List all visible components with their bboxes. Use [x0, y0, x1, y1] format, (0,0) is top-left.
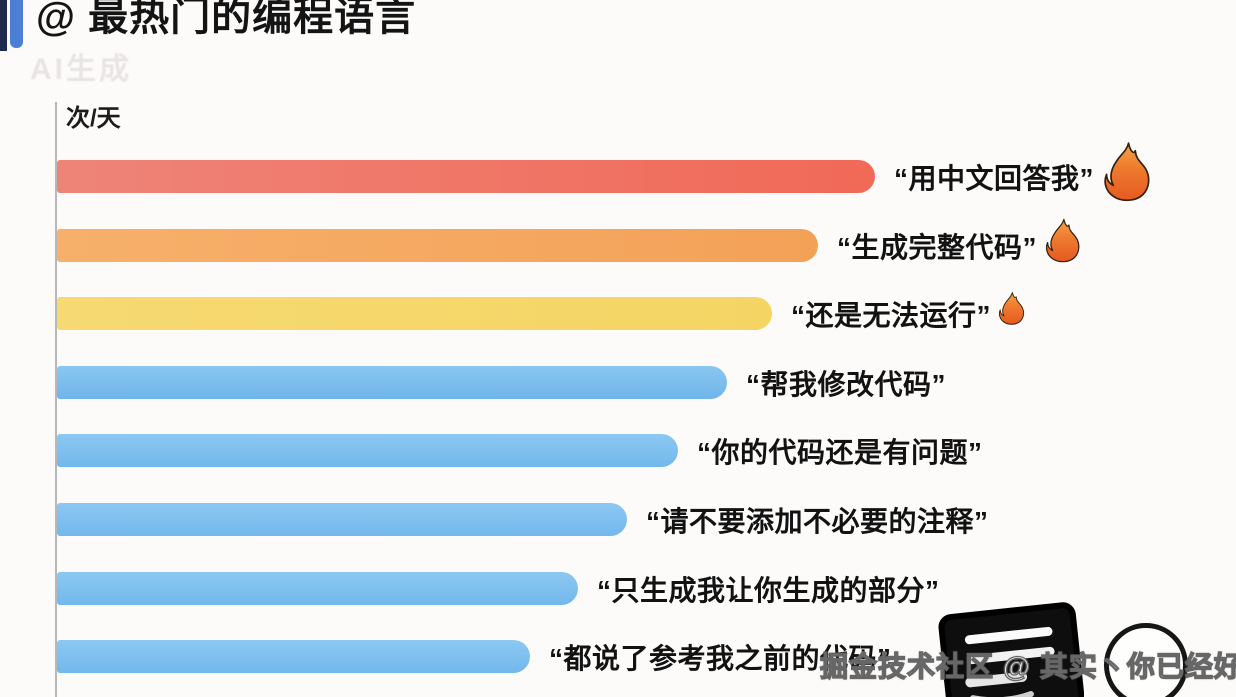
bar	[57, 229, 818, 262]
bar-row: “用中文回答我”	[57, 141, 1153, 201]
title-accent-dark-bar	[0, 0, 7, 51]
bar-row: “都说了参考我之前的代码”	[57, 640, 892, 674]
fire-icon	[1042, 217, 1082, 263]
laptop-screen-doodle-icon	[938, 602, 1084, 697]
bar-label: “帮我修改代码”	[746, 368, 947, 400]
bar	[57, 160, 875, 193]
bar-label: “只生成我让你生成的部分”	[597, 574, 940, 606]
bar-row: “帮我修改代码”	[57, 366, 946, 400]
bar-label: “用中文回答我”	[894, 162, 1095, 194]
bar	[57, 366, 727, 399]
axis-unit-label: 次/天	[66, 105, 121, 132]
bar-label: “还是无法运行”	[791, 299, 992, 331]
bar-row: “你的代码还是有问题”	[57, 434, 983, 468]
bar-label: “生成完整代码”	[837, 231, 1038, 263]
bar	[57, 297, 772, 330]
ai-generated-watermark: AI生成	[30, 53, 132, 86]
bar-label: “都说了参考我之前的代码”	[549, 642, 892, 674]
title-accent-blue-bar	[10, 0, 23, 48]
bar-row: “还是无法运行”	[57, 291, 1026, 331]
bar	[57, 572, 578, 605]
bar-label: “你的代码还是有问题”	[697, 436, 983, 468]
bar	[57, 503, 627, 536]
fire-icon	[1099, 140, 1153, 202]
fire-icon	[996, 290, 1026, 326]
bar-chart: “用中文回答我” “生成完整代码”	[57, 0, 1236, 697]
bar-row: “请不要添加不必要的注释”	[57, 503, 989, 537]
bar	[57, 640, 530, 673]
bar-row: “只生成我让你生成的部分”	[57, 572, 940, 606]
bar-label: “请不要添加不必要的注释”	[646, 505, 989, 537]
bar	[57, 434, 678, 467]
site-watermark: 掘金技术社区 @ 其实丶你已经好棒了	[819, 650, 1236, 682]
bar-row: “生成完整代码”	[57, 218, 1082, 263]
page-title: @ 最热门的编程语言	[36, 0, 417, 39]
face-circle-doodle-icon	[1104, 623, 1188, 697]
y-axis-line	[55, 102, 57, 697]
